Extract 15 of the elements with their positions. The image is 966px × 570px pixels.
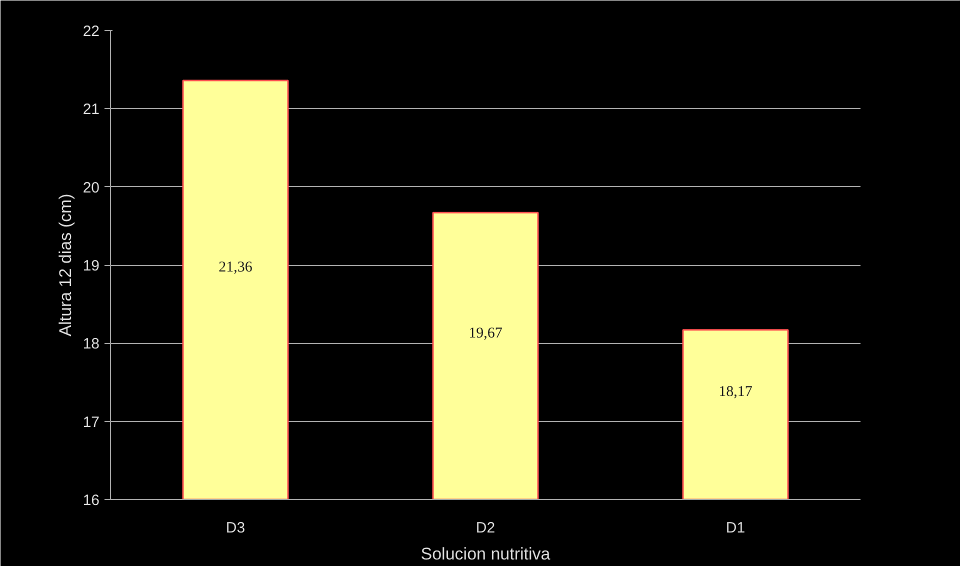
data-label: 21,36 <box>218 260 253 276</box>
data-label: 19,67 <box>468 326 503 342</box>
x-tick-label: D2 <box>476 520 496 536</box>
y-tick-label: 21 <box>82 101 100 118</box>
y-tick-label: 22 <box>82 23 100 40</box>
y-tick-label: 18 <box>82 336 100 353</box>
x-axis-title: Solucion nutritiva <box>420 544 551 564</box>
data-label: 18,17 <box>718 384 753 400</box>
x-tick-label: D1 <box>726 520 746 536</box>
y-tick-label: 17 <box>82 414 100 431</box>
x-tick-label: D3 <box>226 520 246 536</box>
y-tick-label: 16 <box>82 492 100 509</box>
y-axis-title: Altura 12 dias (cm) <box>56 194 75 336</box>
y-tick-label: 19 <box>82 258 100 274</box>
y-tick-label: 20 <box>82 179 100 196</box>
